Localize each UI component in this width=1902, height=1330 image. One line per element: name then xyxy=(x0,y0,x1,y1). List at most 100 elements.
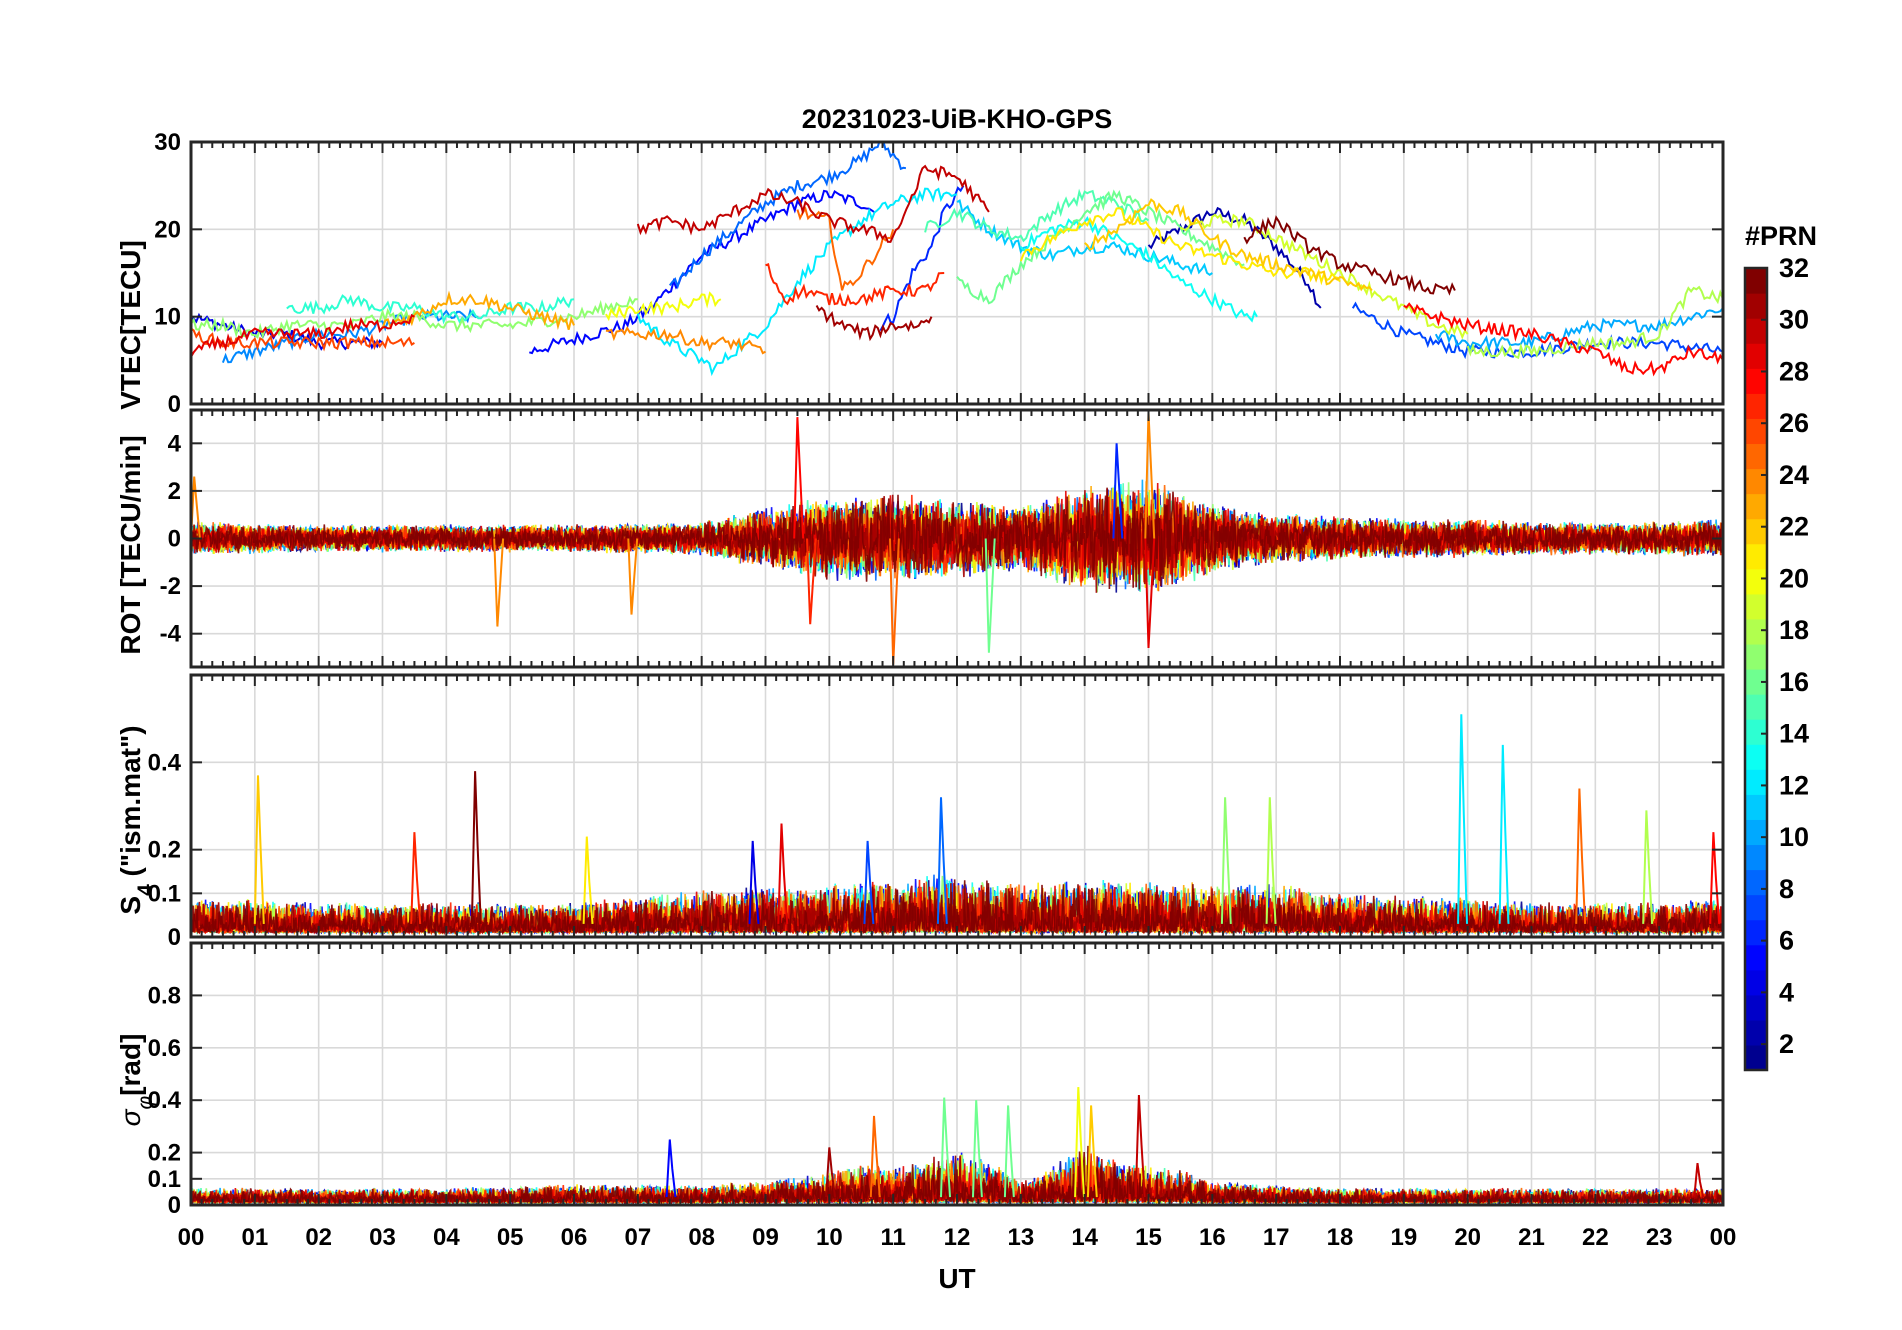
s4-spike xyxy=(1220,797,1232,924)
colorbar-swatch xyxy=(1745,819,1767,846)
ticks-s4: 0 0.1 0.2 0.4 xyxy=(148,675,1724,951)
rot-spike xyxy=(1144,412,1156,539)
sigma_phi-spike xyxy=(1003,1105,1015,1198)
colorbar-swatch xyxy=(1745,919,1767,946)
colorbar-swatch xyxy=(1745,268,1767,294)
y-axis-label-s4: S4 ("ism.mat") xyxy=(115,725,157,914)
s4-spike xyxy=(582,836,594,924)
y-label-rest: [rad] xyxy=(115,1034,146,1096)
x-tick-label: 19 xyxy=(1390,1224,1417,1251)
colorbar-swatch xyxy=(1745,794,1767,820)
vtec-prn-line xyxy=(1020,216,1258,323)
vtec-prn-line xyxy=(924,188,1150,243)
colorbar-frame xyxy=(1743,266,1769,1072)
x-tick-label: 17 xyxy=(1263,1224,1290,1251)
vtec-prn-line xyxy=(956,189,1245,305)
x-tick-label: 09 xyxy=(752,1224,779,1251)
s4-spike xyxy=(777,823,789,924)
s4-spike xyxy=(936,797,948,924)
s4-spike xyxy=(410,832,422,924)
colorbar-swatch xyxy=(1745,493,1767,520)
colorbar-swatch xyxy=(1745,543,1767,570)
y-label-rest: ("ism.mat") xyxy=(115,725,146,884)
colorbar-swatch xyxy=(1745,669,1767,695)
x-tick-label: 18 xyxy=(1327,1224,1354,1251)
rot-prn-trace xyxy=(191,487,1723,590)
vtec-prn-line xyxy=(381,290,575,331)
s4-spike xyxy=(1457,714,1468,924)
colorbar-swatch xyxy=(1745,719,1767,745)
vtec-prn-line xyxy=(1466,285,1723,360)
rot-spike xyxy=(493,538,505,627)
sigma_phi-spike xyxy=(940,1097,951,1198)
vtec-prn-line xyxy=(1179,213,1469,340)
colorbar-tick-label: 22 xyxy=(1779,512,1809,542)
chart-title: 20231023-UiB-KHO-GPS xyxy=(802,104,1113,134)
colorbar-tick-label: 18 xyxy=(1779,615,1809,645)
colorbar-swatch xyxy=(1745,368,1767,394)
colorbar-tick-label: 10 xyxy=(1779,822,1809,852)
vtec-prn-line xyxy=(1434,307,1723,352)
sigma_phi-spike xyxy=(825,1147,837,1198)
colorbar-tick-label: 26 xyxy=(1779,408,1809,438)
sigma_phi-spike xyxy=(1074,1087,1085,1198)
x-tick-label: 03 xyxy=(369,1224,396,1251)
rot-spike xyxy=(806,538,817,625)
panel-s4: 00.10.20.4S4 ("ism.mat") xyxy=(115,673,1725,951)
rot-spike xyxy=(889,538,900,665)
x-tick-label: 15 xyxy=(1135,1224,1162,1251)
colorbar-tick-label: 24 xyxy=(1779,460,1809,490)
colorbar-title: #PRN xyxy=(1745,221,1817,251)
vtec-prn-line xyxy=(1147,206,1322,309)
vtec-prn-line xyxy=(191,327,415,352)
colorbar-swatch xyxy=(1745,443,1767,470)
y-tick-label: 0 xyxy=(168,924,181,951)
s4-spike xyxy=(1265,797,1277,924)
x-tick-label: 13 xyxy=(1007,1224,1034,1251)
s4-spike xyxy=(470,771,482,924)
s4-spike xyxy=(253,775,265,924)
x-tick-label: 02 xyxy=(305,1224,332,1251)
colorbar-swatch xyxy=(1745,769,1767,795)
x-tick-label: 04 xyxy=(433,1224,460,1251)
colorbar-swatch xyxy=(1745,293,1767,319)
colorbar-tick-label: 16 xyxy=(1779,667,1809,697)
y-label-sub: φ xyxy=(134,1096,157,1110)
grid-vtec xyxy=(191,141,1723,405)
colorbar-tick-label: 8 xyxy=(1779,874,1794,904)
colorbar-swatch xyxy=(1745,994,1767,1021)
y-tick-label: 10 xyxy=(154,304,181,331)
y-tick-label: 30 xyxy=(154,129,181,156)
rot-spike xyxy=(1112,443,1124,539)
colorbar-swatch xyxy=(1745,593,1767,620)
y-axis-label-rot: ROT [TECU/min] xyxy=(115,435,146,654)
x-tick-label: 08 xyxy=(688,1224,715,1251)
vtec-prn-line xyxy=(1084,198,1373,292)
colorbar-swatch xyxy=(1745,518,1767,545)
vtec-prn-line xyxy=(1019,207,1341,286)
x-tick-label: 00 xyxy=(1710,1224,1737,1251)
vtec-prn-line xyxy=(765,262,945,307)
vtec-prn-line xyxy=(636,164,990,243)
x-tick-label: 06 xyxy=(561,1224,588,1251)
y-tick-label: 0.2 xyxy=(148,837,181,864)
x-tick-label: 12 xyxy=(944,1224,971,1251)
y-tick-label: 0.1 xyxy=(148,1166,181,1193)
vtec-prn-line xyxy=(191,313,415,358)
y-tick-label: -4 xyxy=(160,621,182,648)
x-tick-label: 14 xyxy=(1071,1224,1098,1251)
x-tick-labels: 00 01 02 03 04 05 06 07 08 09 10 11 12 13 14 15 16 17 18 19… xyxy=(178,1224,1737,1251)
colorbar-swatch xyxy=(1745,1044,1767,1071)
colorbar-swatch xyxy=(1745,894,1767,921)
x-tick-label: 21 xyxy=(1518,1224,1545,1251)
y-tick-label: 0.4 xyxy=(148,749,182,776)
y-tick-label: 0 xyxy=(168,1192,181,1219)
x-tick-label: 07 xyxy=(624,1224,651,1251)
colorbar-tick-label: 4 xyxy=(1779,977,1794,1007)
vtec-prn-line xyxy=(956,199,1213,277)
vtec-prn-line xyxy=(879,185,965,332)
s4-spike xyxy=(748,840,760,924)
y-label-main: σ xyxy=(115,1108,146,1126)
